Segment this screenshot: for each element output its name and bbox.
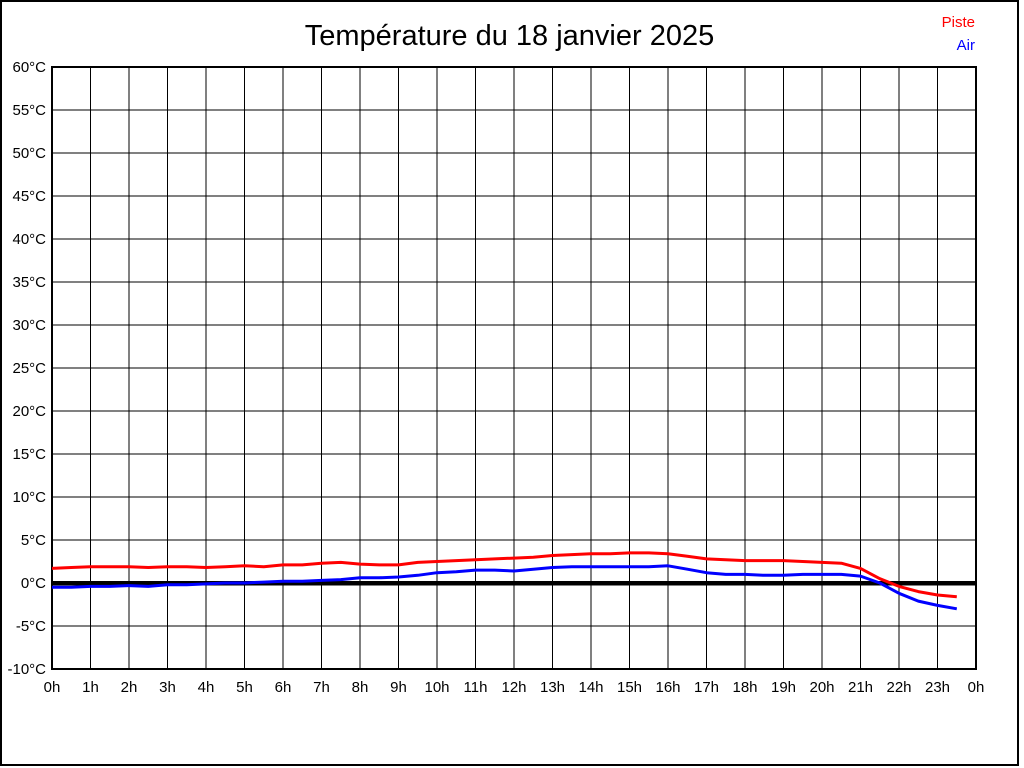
y-tick-label: 40°C [12, 231, 46, 248]
x-tick-label: 4h [198, 679, 215, 696]
legend: Piste Air [942, 11, 975, 57]
x-tick-label: 2h [121, 679, 138, 696]
y-tick-label: 25°C [12, 360, 46, 377]
x-tick-label: 18h [732, 679, 757, 696]
x-tick-label: 23h [925, 679, 950, 696]
x-tick-label: 3h [159, 679, 176, 696]
x-tick-label: 9h [390, 679, 407, 696]
x-tick-label: 0h [44, 679, 61, 696]
y-tick-label: 5°C [21, 532, 46, 549]
x-tick-label: 14h [578, 679, 603, 696]
y-tick-label: -5°C [16, 618, 46, 635]
legend-item-piste: Piste [941, 14, 975, 31]
y-tick-label: 20°C [12, 403, 46, 420]
y-tick-label: 10°C [12, 489, 46, 506]
x-tick-label: 6h [275, 679, 292, 696]
y-tick-label: -10°C [7, 661, 46, 678]
x-tick-label: 19h [771, 679, 796, 696]
y-tick-label: 30°C [12, 317, 46, 334]
plot-border [51, 66, 977, 670]
y-tick-label: 0°C [21, 575, 46, 592]
y-tick-label: 45°C [12, 188, 46, 205]
x-tick-label: 11h [464, 679, 488, 696]
y-tick-label: 50°C [12, 145, 46, 162]
piste-line [51, 551, 957, 599]
legend-item-air: Air [956, 37, 975, 54]
y-tick-label: 35°C [12, 274, 46, 291]
x-tick-label: 10h [424, 679, 449, 696]
y-tick-label: 60°C [12, 59, 46, 76]
y-tick-label: 55°C [12, 102, 46, 119]
x-tick-label: 13h [540, 679, 565, 696]
chart-title: Température du 18 janvier 2025 [304, 20, 715, 52]
x-tick-label: 15h [617, 679, 642, 696]
x-tick-label: 21h [848, 679, 873, 696]
y-tick-label: 15°C [12, 446, 46, 463]
x-tick-label: 7h [313, 679, 330, 696]
x-tick-label: 1h [82, 679, 99, 696]
x-tick-label: 0h [968, 679, 985, 696]
air-line [52, 564, 958, 611]
x-tick-label: 12h [501, 679, 526, 696]
x-tick-label: 22h [886, 679, 911, 696]
x-tick-label: 20h [809, 679, 834, 696]
x-tick-label: 16h [655, 679, 680, 696]
x-tick-label: 8h [352, 679, 369, 696]
x-tick-label: 5h [236, 679, 253, 696]
x-tick-label: 17h [694, 679, 719, 696]
